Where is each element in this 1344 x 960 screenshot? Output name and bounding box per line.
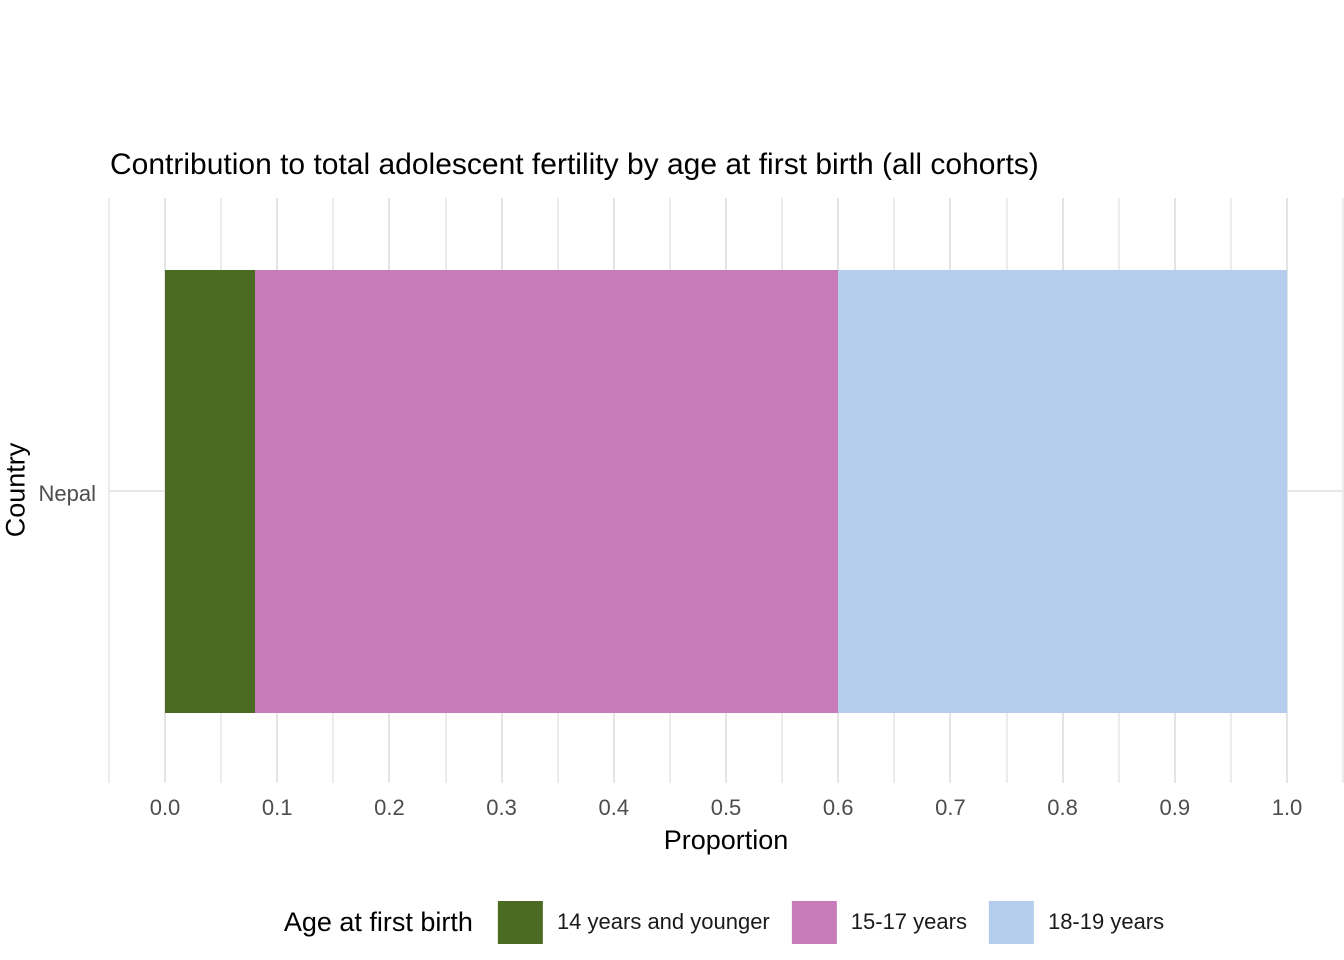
x-tick-label-0.7: 0.7	[935, 795, 966, 820]
bar-segment-14-years-and-younger	[165, 270, 255, 713]
bar-segment-15-17-years	[254, 270, 839, 713]
x-tick-label-0.0: 0.0	[149, 795, 181, 820]
x-tick-label-0.6: 0.6	[822, 795, 854, 820]
legend-item-15-17-years: 15-17 years	[791, 900, 967, 944]
x-tick-label-0.5: 0.5	[710, 795, 742, 820]
plot-panel	[108, 198, 1344, 783]
x-tick-label-1.0: 1.0	[1271, 795, 1303, 820]
legend: Age at first birth 14 years and younger …	[284, 899, 1164, 945]
bar-segment-18-19-years	[838, 270, 1287, 713]
legend-label-18-19-years: 18-19 years	[1047, 909, 1165, 934]
legend-swatch-18-19-years	[988, 900, 1034, 944]
x-tick-label-0.8: 0.8	[1047, 795, 1078, 820]
x-tick-label-0.2: 0.2	[374, 795, 405, 820]
legend-label-14-years-and-younger: 14 years and younger	[556, 909, 770, 934]
legend-label-15-17-years: 15-17 years	[850, 909, 967, 934]
legend-item-14-years-and-younger: 14 years and younger	[497, 900, 770, 944]
legend-item-18-19-years: 18-19 years	[988, 900, 1165, 944]
x-axis-tick-labels: 0.0 0.1 0.2 0.3 0.4 0.5 0.6 0.7 0.8 0.9 1.0	[108, 795, 1344, 823]
x-tick-label-0.1: 0.1	[261, 795, 293, 820]
legend-swatch-15-17-years	[791, 900, 837, 944]
x-tick-label-0.3: 0.3	[486, 795, 517, 820]
y-axis-tick-label-nepal: Nepal	[38, 481, 96, 506]
legend-swatch-14-years-and-younger	[497, 900, 543, 944]
x-axis-title: Proportion	[663, 825, 789, 855]
x-tick-label-0.9: 0.9	[1159, 795, 1191, 820]
legend-title: Age at first birth	[283, 906, 473, 937]
chart-title: Contribution to total adolescent fertili…	[110, 148, 1039, 181]
x-tick-label-0.4: 0.4	[598, 795, 630, 820]
